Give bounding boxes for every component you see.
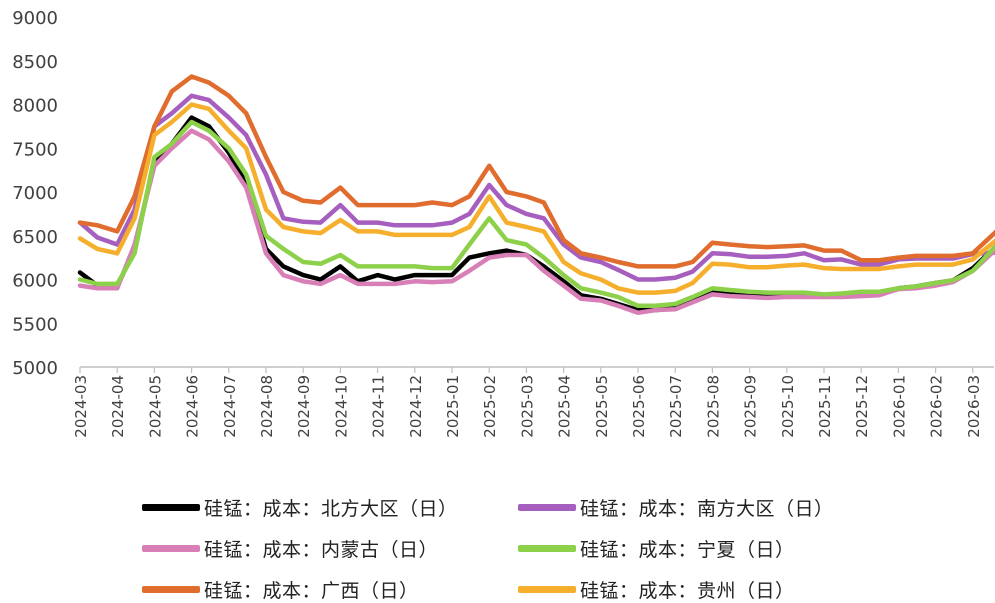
legend-item: 硅锰：成本：宁夏（日） [518,535,795,561]
y-tick-label: 5000 [12,358,58,379]
x-tick-label: 2025-08 [704,375,722,438]
x-tick-label: 2024-06 [184,375,202,438]
legend-swatch [142,585,200,593]
y-tick-label: 6000 [12,271,58,292]
legend-swatch [518,503,576,511]
x-tick-label: 2025-04 [556,375,574,438]
x-tick-label: 2024-08 [258,375,276,438]
series-line-2 [77,128,995,316]
x-tick-label: 2024-10 [332,375,350,438]
x-tick-label: 2025-09 [742,375,760,438]
legend-item: 硅锰：成本：内蒙古（日） [142,535,438,561]
x-tick-label: 2025-11 [816,375,834,438]
legend-swatch [142,503,200,511]
y-tick-label: 5500 [12,314,58,335]
legend-label: 硅锰：成本：宁夏（日） [580,538,795,561]
legend-label: 硅锰：成本：内蒙古（日） [204,538,439,561]
y-tick-label: 7000 [12,183,58,204]
y-tick-label: 6500 [12,227,58,248]
y-tick-label: 8000 [12,96,58,117]
x-tick-label: 2026-01 [890,375,908,438]
y-tick-label: 9000 [12,8,58,29]
x-tick-label: 2024-04 [109,375,127,438]
legend-swatch [518,544,576,552]
legend-label: 硅锰：成本：贵州（日） [580,579,795,602]
series-line-4 [77,74,995,269]
series-line-5 [77,102,995,295]
x-tick-label: 2025-07 [667,375,685,438]
y-tick-label: 8500 [12,52,58,73]
x-tick-label: 2026-02 [928,375,946,438]
legend-swatch [142,544,200,552]
legend-item: 硅锰：成本：北方大区（日） [142,494,458,520]
legend-label: 硅锰：成本：广西（日） [204,579,419,602]
legend-swatch [518,585,576,593]
series-lines [77,74,995,316]
x-tick-label: 2026-03 [965,375,983,438]
x-tick-label: 2025-01 [444,375,462,438]
y-axis-ticks: 5000 5500 6000 6500 7000 7500 8000 8500 9000 [12,8,58,379]
legend-item: 硅锰：成本：广西（日） [142,576,419,602]
legend-item: 硅锰：成本：贵州（日） [518,576,795,602]
x-tick-label: 2025-03 [518,375,536,438]
x-tick-label: 2025-12 [853,375,871,438]
x-tick-label: 2024-11 [370,375,388,438]
chart-legend: 硅锰：成本：北方大区（日） 硅锰：成本：南方大区（日） 硅锰：成本：内蒙古（日） 硅锰… [0,488,995,602]
x-tick-label: 2024-07 [221,375,239,438]
series-line-3 [77,119,995,309]
legend-label: 硅锰：成本：南方大区（日） [580,497,834,520]
x-axis-ticks: 2024-03 2024-04 2024-05 2024-06 2024-07 2024-… [72,367,983,438]
x-tick-label: 2024-09 [295,375,313,438]
x-tick-label: 2024-05 [146,375,164,438]
legend-label: 硅锰：成本：北方大区（日） [204,497,458,520]
x-tick-label: 2025-06 [630,375,648,438]
x-tick-label: 2025-05 [593,375,611,438]
legend-item: 硅锰：成本：南方大区（日） [518,494,834,520]
x-tick-label: 2025-10 [779,375,797,438]
y-tick-label: 7500 [12,139,58,160]
x-tick-label: 2024-12 [407,375,425,438]
x-tick-label: 2025-02 [481,375,499,438]
x-tick-label: 2024-03 [72,375,90,438]
series-line-1 [77,93,995,282]
